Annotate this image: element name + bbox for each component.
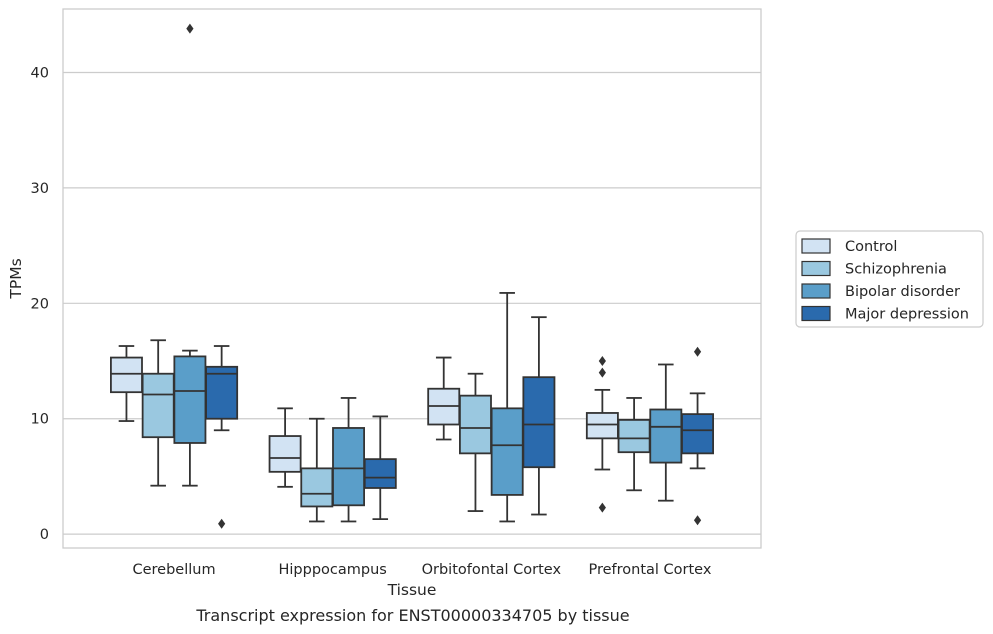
legend-label: Control: [845, 239, 897, 255]
legend-item: Schizophrenia: [801, 260, 947, 278]
box-control: [427, 356, 461, 441]
box-iqr: [141, 372, 175, 439]
box-iqr: [110, 356, 143, 394]
box-iqr: [268, 435, 302, 473]
y-tick-label: 0: [40, 527, 49, 543]
outlier-point: [693, 515, 702, 526]
box-major-depression: [363, 415, 397, 521]
x-tick-labels: Cerebellum Hipppocampus Orbitofontal Corte…: [132, 562, 711, 578]
legend-label: Schizophrenia: [845, 262, 947, 278]
outlier-point: [598, 356, 606, 367]
box-iqr: [300, 467, 334, 508]
box-major-depression: [205, 345, 239, 529]
legend-swatch: [801, 305, 831, 322]
legend-item: Bipolar disorder: [801, 283, 960, 300]
y-axis-title: TPMs: [7, 258, 25, 299]
grid-lines: [63, 71, 761, 535]
box-iqr: [681, 413, 714, 455]
outlier-point: [598, 367, 606, 378]
legend-label: Major depression: [845, 307, 969, 323]
box-schizophrenia: [300, 417, 334, 523]
box-schizophrenia: [459, 372, 492, 512]
box-control: [110, 345, 143, 422]
box-iqr: [617, 418, 651, 454]
box-schizophrenia: [617, 397, 651, 492]
y-tick-label: 40: [31, 65, 49, 81]
outlier-point: [218, 518, 226, 529]
box-major-depression: [522, 316, 556, 516]
legend-frame: [795, 230, 984, 328]
box-iqr: [585, 412, 619, 440]
legend-swatch: [801, 238, 831, 254]
plot-frame: [62, 8, 762, 549]
outlier-point: [693, 346, 702, 357]
box-bipolar-disorder: [173, 23, 207, 487]
box-bipolar-disorder: [490, 292, 524, 523]
box-iqr: [459, 394, 492, 455]
y-tick-label: 10: [31, 412, 49, 428]
box-iqr: [649, 408, 683, 464]
outlier-point: [598, 502, 606, 513]
legend-label: Bipolar disorder: [845, 284, 960, 300]
y-tick-label: 20: [31, 296, 49, 312]
box-iqr: [490, 407, 524, 496]
box-iqr: [522, 376, 556, 469]
box-bipolar-disorder: [649, 363, 683, 502]
chart-caption: Transcript expression for ENST0000033470…: [195, 606, 629, 625]
box-iqr: [363, 458, 397, 489]
box-control: [268, 407, 302, 488]
box-iqr: [205, 365, 239, 420]
boxes: [110, 23, 714, 529]
box-control: [585, 356, 619, 513]
x-tick-label: Prefrontal Cortex: [588, 562, 711, 578]
outlier-point: [186, 23, 194, 34]
box-bipolar-disorder: [332, 397, 365, 523]
box-schizophrenia: [141, 339, 175, 487]
box-iqr: [332, 427, 365, 507]
x-tick-label: Orbitofontal Cortex: [422, 562, 562, 578]
legend: Control Schizophrenia Bipolar disorder Majo…: [795, 230, 984, 328]
y-tick-labels: 0 10 20 30 40: [31, 65, 49, 543]
legend-swatch: [801, 283, 831, 299]
x-tick-label: Cerebellum: [132, 562, 215, 578]
legend-item: Control: [801, 238, 897, 255]
x-tick-label: Hipppocampus: [279, 562, 387, 578]
x-axis-title: Tissue: [387, 581, 437, 599]
legend-item: Major depression: [801, 305, 969, 323]
legend-swatch: [801, 260, 831, 277]
box-major-depression: [681, 346, 714, 526]
box-iqr: [173, 355, 207, 444]
y-tick-label: 30: [31, 181, 49, 197]
